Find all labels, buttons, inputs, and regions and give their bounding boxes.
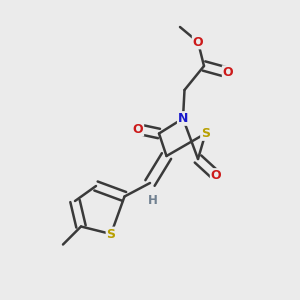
Text: S: S: [106, 227, 116, 241]
Text: H: H: [148, 194, 158, 208]
Text: N: N: [178, 112, 188, 125]
Text: S: S: [201, 127, 210, 140]
Text: O: O: [193, 35, 203, 49]
Text: O: O: [223, 66, 233, 79]
Text: O: O: [211, 169, 221, 182]
Text: O: O: [133, 122, 143, 136]
